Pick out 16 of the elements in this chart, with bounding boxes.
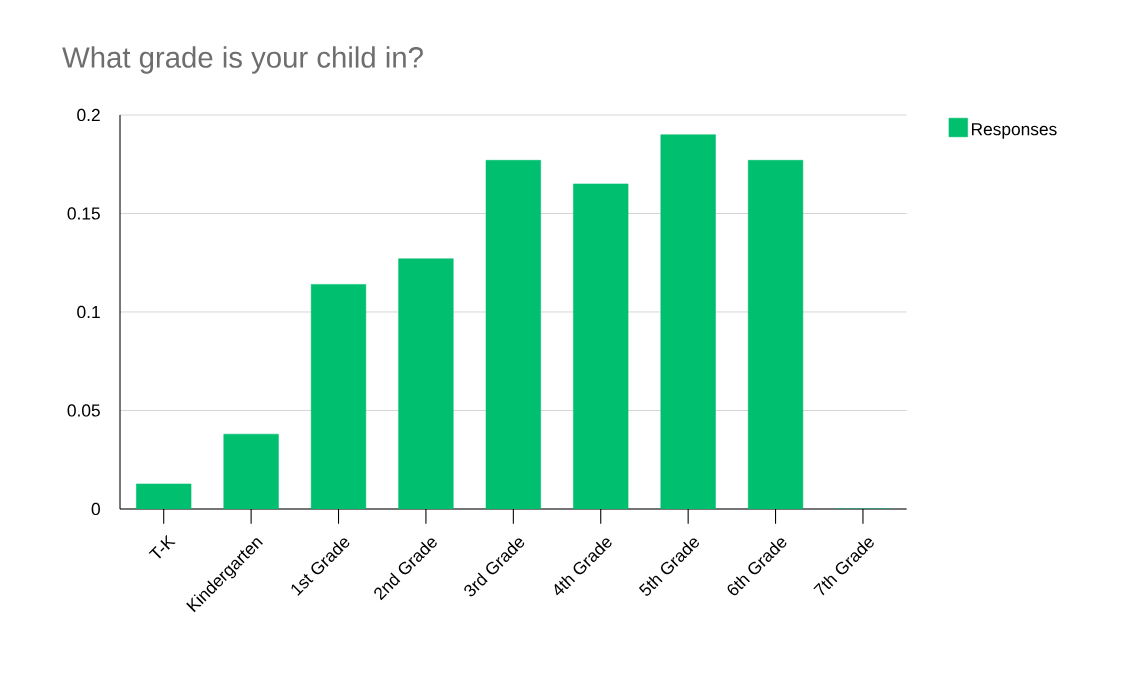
x-tick-label: T-K <box>148 534 176 559</box>
bar <box>747 160 804 509</box>
bar <box>223 433 279 509</box>
bar <box>485 160 541 509</box>
bar <box>136 483 192 509</box>
bar <box>660 134 716 509</box>
y-tick-label: 0.05 <box>67 404 100 417</box>
bar <box>573 183 629 509</box>
y-tick-label: 0.2 <box>77 108 100 122</box>
legend-label: Responses <box>971 123 1057 139</box>
y-tick-label: 0 <box>91 502 100 516</box>
y-tick-label: 0.1 <box>77 305 100 319</box>
chart-title: What grade is your child in? <box>62 46 423 74</box>
y-tick-label: 0.15 <box>67 207 100 220</box>
bar <box>310 284 367 509</box>
bar <box>398 258 454 509</box>
